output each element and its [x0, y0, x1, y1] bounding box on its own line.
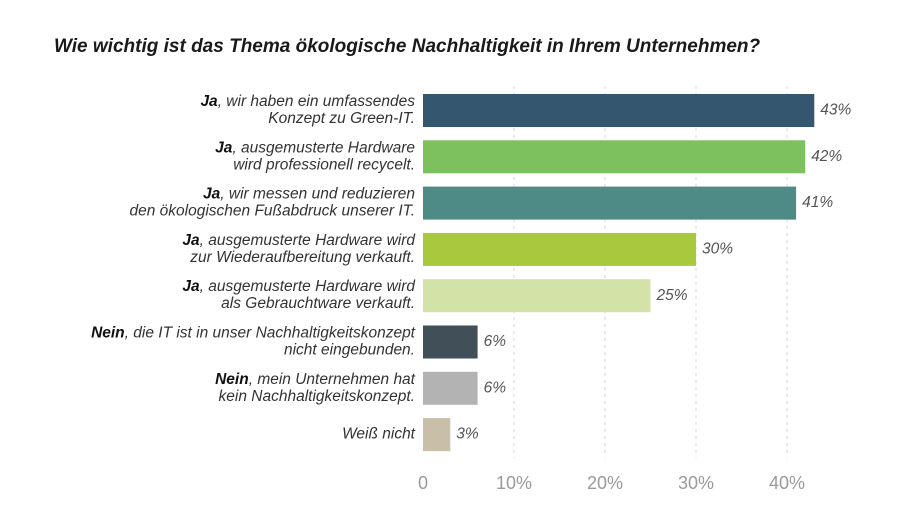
category-label: Nein, die IT ist in unser Nachhaltigkeit…	[91, 325, 416, 359]
x-axis-ticks: 0 10% 20% 30% 40%	[418, 473, 805, 493]
category-label: Ja, wir messen und reduzieren den ökologi…	[130, 186, 415, 220]
category-lead: Ja	[182, 232, 200, 249]
bar	[423, 371, 478, 405]
value-label: 30%	[702, 240, 733, 257]
category-text: zur Wiederaufbereitung verkauft.	[189, 249, 415, 266]
category-labels: Ja, wir haben ein umfassendes Konzept zu …	[91, 93, 416, 443]
category-lead: Ja	[182, 278, 200, 295]
category-text: als Gebrauchtware verkauft.	[221, 295, 415, 312]
bar	[423, 232, 696, 266]
x-tick-label: 20%	[587, 473, 623, 493]
value-label: 41%	[802, 194, 833, 211]
category-text: , die IT ist in unser Nachhaltigkeitskon…	[125, 325, 416, 342]
bar	[423, 94, 815, 127]
category-text: wird professionell recycelt.	[233, 156, 415, 173]
bar	[423, 418, 451, 452]
category-lead: Nein	[91, 325, 125, 342]
category-text: , wir haben ein umfassendes	[218, 93, 416, 110]
category-label: Ja, ausgemusterte Hardware wird professio…	[215, 139, 415, 173]
bars	[423, 94, 815, 452]
value-label: 43%	[820, 102, 851, 119]
value-label: 3%	[456, 426, 479, 443]
bar	[423, 186, 797, 220]
gridlines	[513, 86, 788, 458]
category-label: Ja, ausgemusterte Hardware wird als Gebra…	[182, 278, 416, 312]
category-text: Weiß nicht	[342, 426, 416, 443]
category-text: , mein Unternehmen hat	[249, 371, 416, 388]
category-label: Weiß nicht	[342, 426, 416, 443]
category-text: nicht eingebunden.	[284, 342, 415, 359]
category-text: den ökologischen Fußabdruck unserer IT.	[130, 203, 415, 220]
value-label: 25%	[656, 287, 688, 304]
category-label: Ja, wir haben ein umfassendes Konzept zu …	[200, 93, 415, 127]
category-text: , ausgemusterte Hardware wird	[200, 232, 417, 249]
category-text: , ausgemusterte Hardware wird	[200, 278, 417, 295]
x-tick-label: 40%	[769, 473, 805, 493]
x-tick-label: 30%	[678, 473, 714, 493]
value-label: 42%	[811, 148, 842, 165]
chart-title: Wie wichtig ist das Thema ökologische Na…	[54, 36, 761, 57]
value-label: 6%	[484, 379, 507, 396]
bar	[423, 325, 478, 359]
bar	[423, 279, 651, 313]
value-label: 6%	[484, 333, 507, 350]
category-label: Ja, ausgemusterte Hardware wird zur Wiede…	[182, 232, 416, 266]
bar	[423, 140, 806, 174]
x-tick-label: 0	[418, 473, 428, 493]
category-text: kein Nachhaltigkeitskonzept.	[219, 388, 415, 405]
category-lead: Nein	[215, 371, 249, 388]
category-lead: Ja	[200, 93, 218, 110]
category-lead: Ja	[203, 186, 221, 203]
value-labels: 43% 42% 41% 30% 25% 6% 6% 3%	[456, 102, 851, 443]
x-tick-label: 10%	[496, 473, 532, 493]
category-label: Nein, mein Unternehmen hat kein Nachhalti…	[215, 371, 416, 405]
category-text: , ausgemusterte Hardware	[232, 139, 415, 156]
category-text: Konzept zu Green-IT.	[268, 110, 415, 127]
category-lead: Ja	[215, 139, 233, 156]
category-text: , wir messen und reduzieren	[220, 186, 415, 203]
